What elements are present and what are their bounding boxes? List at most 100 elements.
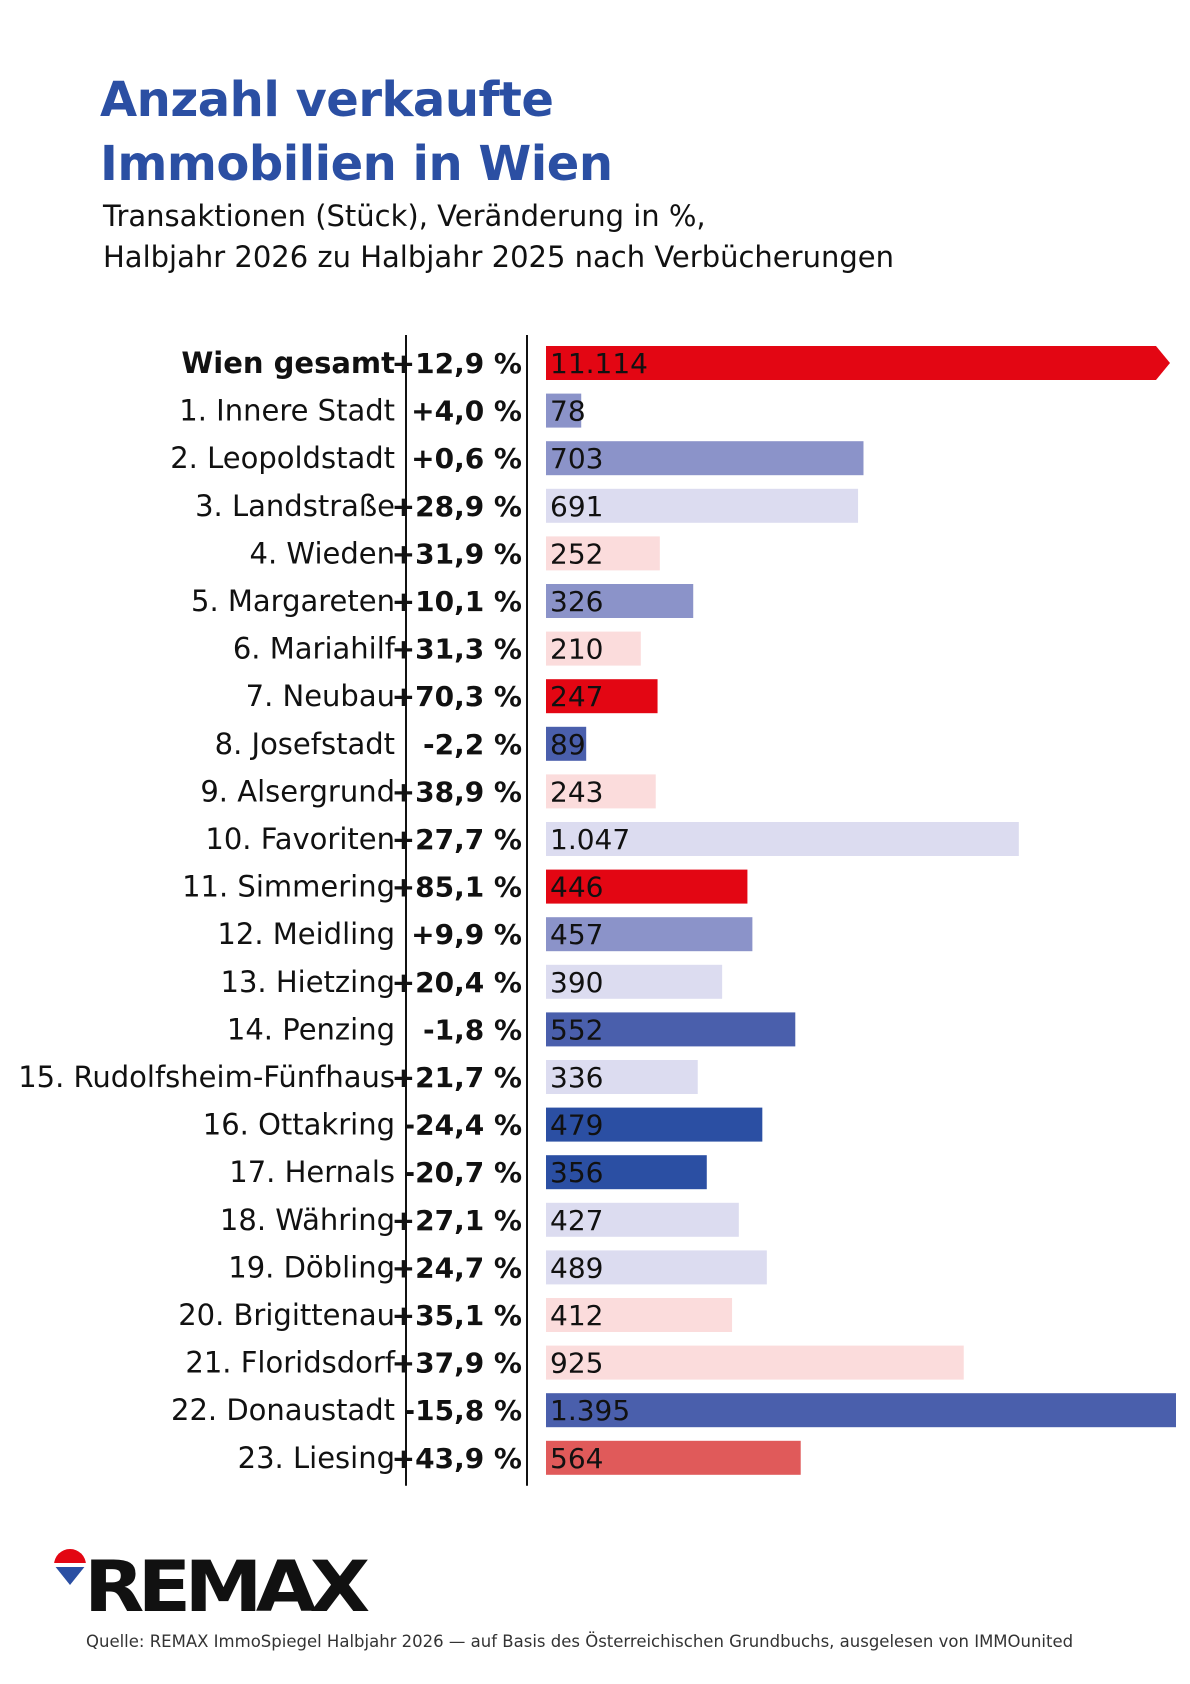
source-note: Quelle: REMAX ImmoSpiegel Halbjahr 2026 … xyxy=(86,1632,1074,1651)
chart-subtitle: Transaktionen (Stück), Veränderung in %,… xyxy=(103,196,1103,278)
value-label: 564 xyxy=(550,1442,603,1475)
bar xyxy=(546,536,660,571)
category-label: 12. Meidling xyxy=(217,917,395,951)
change-label: +20,4 % xyxy=(392,966,522,999)
bar xyxy=(546,774,656,809)
bar xyxy=(546,964,723,999)
change-label: +21,7 % xyxy=(392,1061,522,1094)
category-label: 11. Simmering xyxy=(182,870,395,904)
change-label: +0,6 % xyxy=(411,442,522,475)
category-label: 19. Döbling xyxy=(228,1250,395,1284)
category-label: 3. Landstraße xyxy=(195,489,395,523)
value-label: 446 xyxy=(550,871,603,904)
category-label: 18. Währing xyxy=(220,1203,395,1237)
category-label: 20. Brigittenau xyxy=(178,1298,395,1332)
category-label: 2. Leopoldstadt xyxy=(170,441,395,475)
subtitle-line-2: Halbjahr 2026 zu Halbjahr 2025 nach Verb… xyxy=(103,240,894,274)
category-label: 13. Hietzing xyxy=(221,965,395,999)
change-label: +43,9 % xyxy=(392,1442,522,1475)
bar xyxy=(546,488,859,523)
bar xyxy=(546,1250,767,1285)
change-label: +70,3 % xyxy=(392,680,522,713)
category-label: 15. Rudolfsheim-Fünfhaus xyxy=(18,1060,395,1094)
change-label: -15,8 % xyxy=(403,1394,522,1427)
value-label: 89 xyxy=(550,728,586,761)
category-label: 1. Innere Stadt xyxy=(179,394,395,428)
change-label: +31,3 % xyxy=(392,633,522,666)
category-label: 7. Neubau xyxy=(246,679,395,713)
value-label: 691 xyxy=(550,490,603,523)
value-label: 427 xyxy=(550,1204,603,1237)
subtitle-line-1: Transaktionen (Stück), Veränderung in %, xyxy=(103,199,706,233)
bar xyxy=(546,679,658,714)
value-label: 11.114 xyxy=(550,347,648,380)
change-label: +28,9 % xyxy=(392,490,522,523)
change-label: +9,9 % xyxy=(411,918,522,951)
change-label: +38,9 % xyxy=(392,775,522,808)
bar xyxy=(546,1107,763,1142)
change-label: +37,9 % xyxy=(392,1347,522,1380)
value-label: 247 xyxy=(550,680,603,713)
title-line-2: Immobilien in Wien xyxy=(100,136,613,192)
category-label: 8. Josefstadt xyxy=(215,727,395,761)
value-label: 489 xyxy=(550,1251,603,1284)
bar xyxy=(546,441,864,476)
category-label: 23. Liesing xyxy=(238,1441,395,1475)
bar xyxy=(546,346,1170,380)
change-label: +31,9 % xyxy=(392,537,522,570)
change-label: +12,9 % xyxy=(392,347,522,380)
bar xyxy=(546,584,694,618)
change-label: +4,0 % xyxy=(411,395,522,428)
bar xyxy=(546,1298,733,1332)
bar xyxy=(546,726,587,761)
category-label: 9. Alsergrund xyxy=(200,774,395,808)
value-label: 703 xyxy=(550,442,603,475)
value-label: 243 xyxy=(550,775,603,808)
value-label: 479 xyxy=(550,1109,603,1142)
value-label: 552 xyxy=(550,1013,603,1046)
bar xyxy=(546,631,641,666)
category-label: 21. Floridsdorf xyxy=(185,1346,395,1380)
bar xyxy=(546,1393,1176,1428)
value-label: 457 xyxy=(550,918,603,951)
bar xyxy=(546,1060,698,1094)
balloon-icon xyxy=(54,1549,86,1585)
value-label: 925 xyxy=(550,1347,603,1380)
bar xyxy=(546,822,1019,856)
bar xyxy=(546,1012,796,1047)
change-label: +35,1 % xyxy=(392,1299,522,1332)
category-label: Wien gesamt xyxy=(181,346,395,380)
value-label: 412 xyxy=(550,1299,603,1332)
change-label: -20,7 % xyxy=(403,1156,522,1189)
remax-logo: REMAX xyxy=(50,1545,370,1627)
change-label: -1,8 % xyxy=(423,1013,522,1046)
title-line-1: Anzahl verkaufte xyxy=(100,72,554,128)
logo-text: REMAX xyxy=(84,1546,370,1628)
bar-chart: Wien gesamt+12,9 % 11.114 1. Innere Stadt +… xyxy=(18,335,1176,1486)
value-label: 210 xyxy=(550,633,603,666)
bar xyxy=(546,393,582,428)
category-label: 6. Mariahilf xyxy=(233,632,396,666)
category-label: 22. Donaustadt xyxy=(171,1393,395,1427)
bar xyxy=(546,1202,739,1237)
category-label: 14. Penzing xyxy=(227,1012,395,1046)
bar xyxy=(546,917,753,952)
change-label: +27,1 % xyxy=(392,1204,522,1237)
change-label: +27,7 % xyxy=(392,823,522,856)
bar xyxy=(546,869,748,904)
category-label: 4. Wieden xyxy=(250,536,395,570)
value-label: 252 xyxy=(550,537,603,570)
category-label: 16. Ottakring xyxy=(203,1108,395,1142)
change-label: +24,7 % xyxy=(392,1251,522,1284)
change-label: -24,4 % xyxy=(403,1109,522,1142)
category-label: 17. Hernals xyxy=(229,1155,395,1189)
value-label: 356 xyxy=(550,1156,603,1189)
value-label: 390 xyxy=(550,966,603,999)
value-label: 336 xyxy=(550,1061,603,1094)
bar xyxy=(546,1155,707,1190)
change-label: -2,2 % xyxy=(423,728,522,761)
value-label: 1.395 xyxy=(550,1394,630,1427)
bar xyxy=(546,1345,964,1380)
value-label: 326 xyxy=(550,585,603,618)
bar xyxy=(546,1440,801,1475)
